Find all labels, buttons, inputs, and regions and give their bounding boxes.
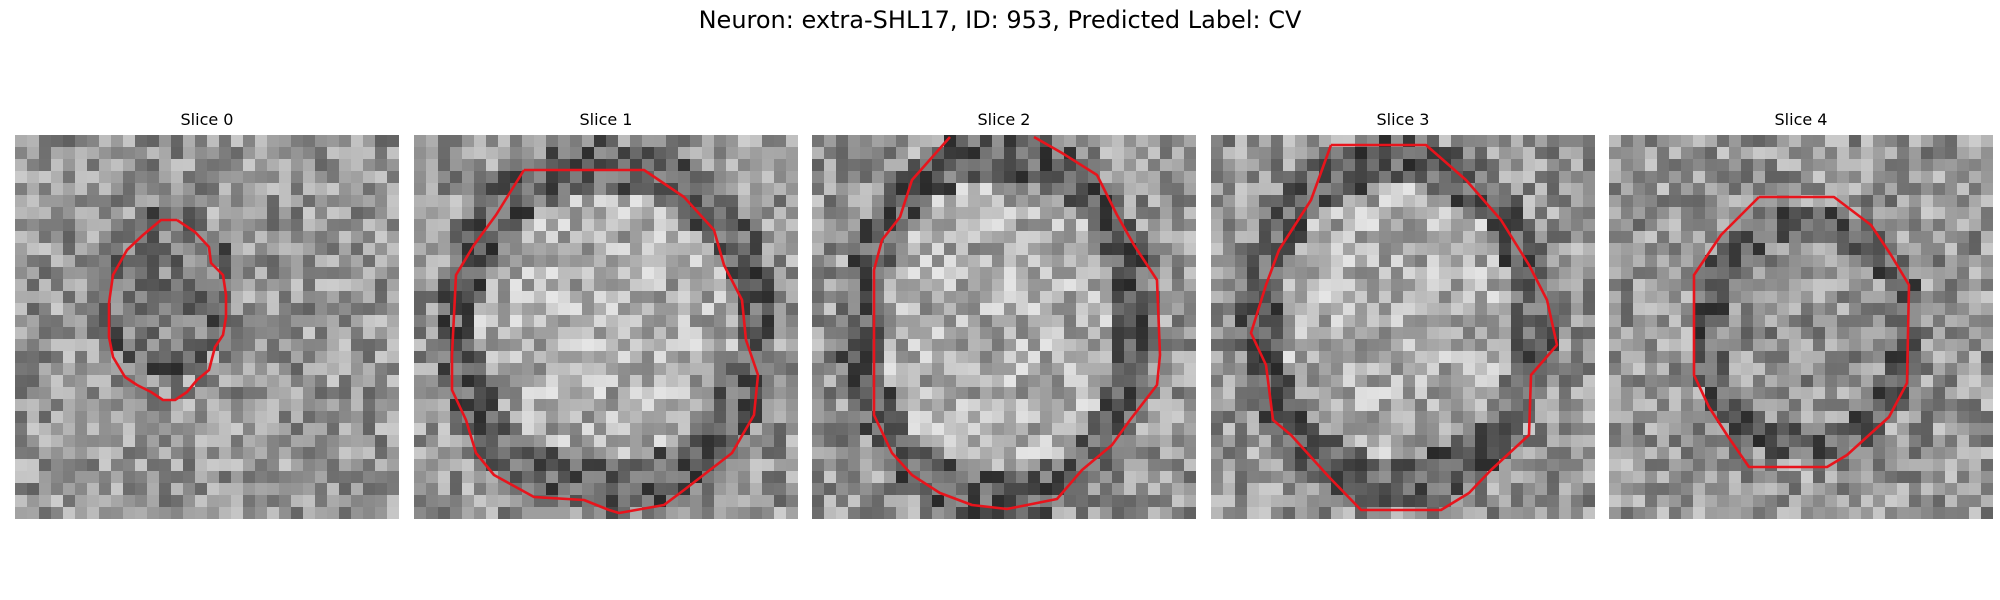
- figure-title: Neuron: extra-SHL17, ID: 953, Predicted …: [698, 6, 1302, 34]
- segmentation-contour: [450, 168, 760, 515]
- slice-image: [15, 135, 399, 519]
- slice-title: Slice 4: [1774, 110, 1828, 129]
- segmentation-contour: [107, 218, 228, 402]
- contour-overlay: [107, 218, 228, 402]
- slice-title: Slice 1: [579, 110, 633, 129]
- slice-title: Slice 0: [180, 110, 234, 129]
- segmentation-contour: [1692, 195, 1911, 469]
- grayscale-patch: [812, 135, 1196, 519]
- contour-overlay: [1249, 143, 1559, 512]
- slice-image: [1609, 135, 1993, 519]
- contour-overlay: [872, 135, 1162, 511]
- grayscale-patch: [1609, 135, 1993, 519]
- slice-title: Slice 3: [1376, 110, 1430, 129]
- slice-title: Slice 2: [977, 110, 1031, 129]
- segmentation-contour: [1249, 143, 1559, 512]
- slice-image: [1211, 135, 1595, 519]
- segmentation-contour: [872, 135, 1162, 511]
- slice-image: [812, 135, 1196, 519]
- contour-overlay: [1692, 195, 1911, 469]
- grayscale-patch: [15, 135, 399, 519]
- grayscale-patch: [1211, 135, 1595, 519]
- contour-overlay: [450, 168, 760, 515]
- slice-image: [414, 135, 798, 519]
